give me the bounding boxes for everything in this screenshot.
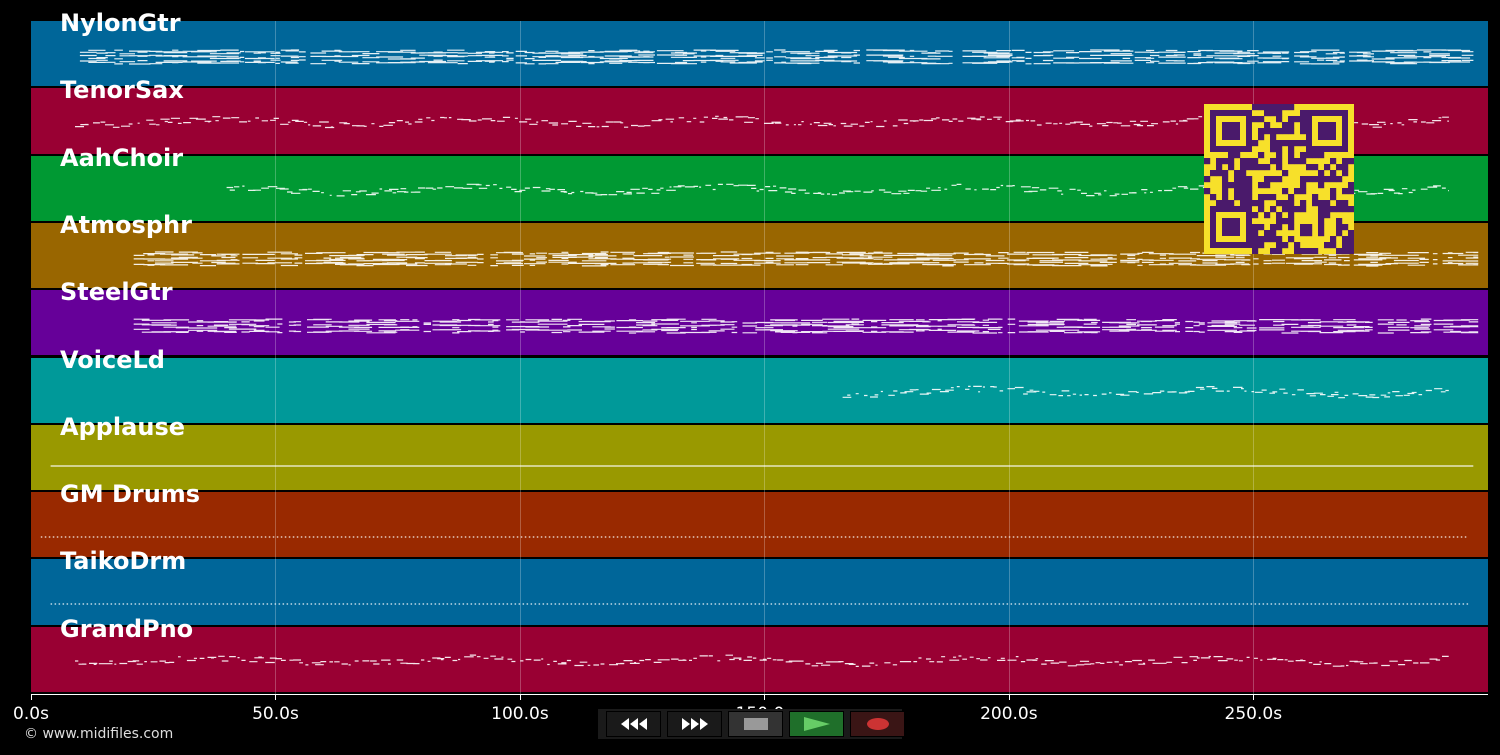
track-name-label: GrandPno (60, 614, 194, 643)
track-row[interactable]: NylonGtr (31, 9, 1488, 89)
play-icon (803, 717, 830, 731)
qr-code (1204, 104, 1355, 255)
track-name-label: SteelGtr (60, 278, 173, 307)
axis-tick-label: 50.0s (252, 704, 299, 724)
track-notes (79, 49, 1474, 65)
axis-tick (519, 694, 521, 700)
track-name-label: AahChoir (60, 143, 184, 172)
transport-controls (598, 709, 905, 739)
track-row[interactable]: TaikoDrm (31, 547, 1488, 627)
track-row[interactable]: VoiceLd (31, 346, 1488, 425)
track-row[interactable]: GM Drums (31, 480, 1488, 560)
track-name-label: NylonGtr (60, 9, 181, 37)
track-notes (50, 465, 1474, 467)
note-events (75, 654, 1449, 667)
copyright-text: © www.midifiles.com (24, 726, 174, 742)
stop-button[interactable] (728, 711, 783, 737)
track-name-label: TenorSax (60, 76, 184, 105)
note-events (133, 318, 1479, 334)
track-row[interactable]: SteelGtr (31, 278, 1488, 358)
track-area: NylonGtr TenorSax AahChoir Atmosphr SteelGtr… (31, 9, 1488, 694)
track-row[interactable]: Applause (31, 413, 1488, 493)
rewind-icon (620, 718, 647, 730)
fast-forward-icon (681, 718, 708, 730)
rewind-button[interactable] (606, 711, 661, 737)
axis-tick (1253, 694, 1255, 700)
record-button[interactable] (850, 711, 905, 737)
track-notes (133, 318, 1479, 334)
track-notes (75, 654, 1449, 667)
axis-tick (31, 694, 32, 700)
time-axis (31, 694, 1488, 695)
track-notes (40, 536, 1467, 538)
track-notes (133, 251, 1479, 267)
axis-tick (1008, 694, 1010, 700)
note-events (842, 385, 1449, 398)
track-row[interactable]: GrandPno (31, 615, 1488, 694)
track-name-label: VoiceLd (60, 345, 165, 374)
track-name-label: GM Drums (60, 480, 201, 509)
stop-icon (743, 718, 768, 730)
axis-tick (275, 694, 277, 700)
note-events (79, 49, 1474, 65)
track-name-label: Applause (60, 412, 186, 441)
axis-tick-label: 200.0s (980, 704, 1038, 724)
track-notes (50, 603, 1469, 605)
record-icon (866, 718, 889, 730)
track-name-label: TaikoDrm (60, 547, 187, 576)
track-name-label: Atmosphr (60, 210, 192, 239)
axis-tick-label: 250.0s (1224, 704, 1283, 724)
axis-tick (764, 694, 766, 700)
axis-tick-label: 100.0s (491, 704, 549, 724)
track-notes (842, 385, 1449, 398)
note-events (133, 251, 1479, 267)
play-button[interactable] (789, 711, 844, 737)
fast-forward-button[interactable] (667, 711, 722, 737)
axis-tick-label: 0.0s (13, 704, 49, 724)
